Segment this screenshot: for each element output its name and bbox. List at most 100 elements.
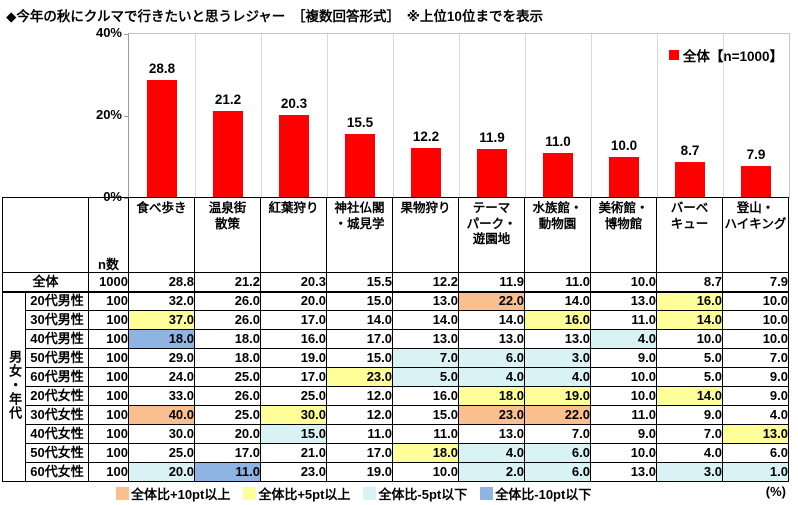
value-cell: 30.0: [128, 424, 195, 444]
table-row: 40代女性 100 30.0 20.0 15.0 11.0 11.0 13.0 7.0 9.0 7.…: [3, 424, 789, 444]
grid-line: [459, 34, 460, 198]
value-cell: 21.2: [194, 272, 261, 293]
value-cell: 24.0: [128, 367, 195, 387]
n-header-label: n数: [98, 256, 119, 272]
table-row: 60代男性 100 24.0 25.0 17.0 23.0 5.0 4.0 4.0 10.0 5.0…: [3, 367, 789, 387]
grid-line: [591, 34, 592, 198]
category-header-cell: 紅葉狩り: [260, 197, 327, 273]
category-header-cell: 水族館・ 動物園: [524, 197, 591, 273]
y-tick-mark: [124, 34, 129, 35]
value-cell: 18.0: [194, 348, 261, 368]
value-cell: 11.0: [524, 272, 591, 293]
value-cell: 2.0: [458, 462, 525, 482]
value-cell: 11.0: [590, 405, 657, 425]
page-title: ◆今年の秋にクルマで行きたいと思うレジャー ［複数回答形式］ ※上位10位までを…: [6, 9, 543, 24]
value-cell: 13.0: [590, 291, 657, 311]
unit-label: (%): [765, 484, 786, 499]
value-cell: 25.0: [194, 367, 261, 387]
category-header-cell: バーベ キュー: [656, 197, 723, 273]
y-tick-label: 20%: [95, 107, 122, 122]
value-cell: 18.0: [458, 386, 525, 406]
value-cell: 17.0: [326, 329, 393, 349]
row-label-cell: 50代女性: [25, 443, 89, 463]
legend-item: 全体比+5pt以上: [243, 484, 350, 503]
value-cell: 17.0: [260, 310, 327, 330]
table-row: 60代女性 100 20.0 11.0 23.0 19.0 10.0 2.0 6.0 13.0 3.…: [3, 462, 789, 482]
value-cell: 3.0: [524, 348, 591, 368]
value-cell: 10.0: [590, 386, 657, 406]
legend-item-label: 全体比-10pt以下: [495, 487, 592, 502]
bar-value-label: 11.9: [479, 130, 505, 146]
value-cell: 20.0: [194, 424, 261, 444]
value-cell: 16.0: [656, 291, 723, 311]
value-cell: 13.0: [392, 291, 459, 311]
value-cell: 14.0: [656, 386, 723, 406]
bar: [609, 157, 639, 198]
legend-item-swatch: [480, 487, 494, 500]
value-cell: 33.0: [128, 386, 195, 406]
value-cell: 28.8: [128, 272, 195, 293]
value-cell: 6.0: [722, 443, 789, 463]
n-count-cell: 100: [88, 386, 129, 406]
chart-legend-label: 全体【n=1000】: [682, 49, 783, 64]
value-cell: 10.0: [590, 367, 657, 387]
value-cell: 22.0: [458, 291, 525, 311]
value-cell: 6.0: [458, 348, 525, 368]
value-cell: 40.0: [128, 405, 195, 425]
value-cell: 7.0: [524, 424, 591, 444]
row-label-cell: 30代女性: [25, 405, 89, 425]
value-cell: 6.0: [524, 443, 591, 463]
value-cell: 16.0: [524, 310, 591, 330]
n-count-cell: 100: [88, 405, 129, 425]
legend-item-swatch: [363, 487, 377, 500]
value-cell: 11.0: [326, 424, 393, 444]
bar-value-label: 12.2: [412, 128, 440, 144]
value-cell: 13.0: [524, 329, 591, 349]
n-count-cell: 100: [88, 348, 129, 368]
value-cell: 10.0: [722, 310, 789, 330]
n-count-cell: 100: [88, 310, 129, 330]
table-body: 全体 1000 28.8 21.2 20.3 15.5 12.2 11.9 11.0 10.0 8.…: [2, 272, 789, 482]
n-count-cell: 100: [88, 443, 129, 463]
table-row: 50代女性 100 25.0 17.0 21.0 17.0 18.0 4.0 6.0 10.0 4.…: [3, 443, 789, 463]
bar: [279, 114, 309, 198]
value-cell: 6.0: [524, 462, 591, 482]
row-label-cell: 50代男性: [25, 348, 89, 368]
table-row: 男女・年代 20代男性 100 32.0 26.0 20.0 15.0 13.0 22.0 14.…: [2, 291, 789, 482]
bar: [477, 149, 507, 198]
n-count-cell: 1000: [88, 272, 129, 293]
value-cell: 11.0: [590, 310, 657, 330]
n-count-cell: 100: [88, 329, 129, 349]
value-cell: 17.0: [326, 443, 393, 463]
value-cell: 23.0: [260, 462, 327, 482]
value-cell: 21.0: [260, 443, 327, 463]
value-cell: 14.0: [524, 291, 591, 311]
value-cell: 12.2: [392, 272, 459, 293]
value-cell: 7.0: [392, 348, 459, 368]
value-cell: 20.3: [260, 272, 327, 293]
table-row: 50代男性 100 29.0 18.0 19.0 15.0 7.0 6.0 3.0 9.0 5.0 7…: [3, 348, 789, 368]
bar-value-label: 15.5: [346, 115, 374, 131]
row-label-cell: 40代男性: [25, 329, 89, 349]
value-cell: 23.0: [326, 367, 393, 387]
category-header-cell: 食べ歩き: [128, 197, 195, 273]
value-cell: 7.0: [722, 348, 789, 368]
value-cell: 15.0: [392, 405, 459, 425]
value-cell: 12.0: [326, 405, 393, 425]
row-label-cell: 60代女性: [25, 462, 89, 482]
category-header-cell: 果物狩り: [392, 197, 459, 273]
value-cell: 4.0: [524, 367, 591, 387]
row-label-cell: 60代男性: [25, 367, 89, 387]
n-count-cell: 100: [88, 424, 129, 444]
row-label-cell: 全体: [2, 272, 89, 293]
n-count-cell: 100: [88, 462, 129, 482]
category-header-cell: 神社仏閣 ・城見学: [326, 197, 393, 273]
bar-value-label: 8.7: [680, 143, 700, 159]
value-cell: 13.0: [722, 424, 789, 444]
value-cell: 18.0: [392, 443, 459, 463]
value-cell: 19.0: [524, 386, 591, 406]
n-count-cell: 100: [88, 367, 129, 387]
bar: [411, 147, 441, 198]
value-cell: 4.0: [722, 405, 789, 425]
